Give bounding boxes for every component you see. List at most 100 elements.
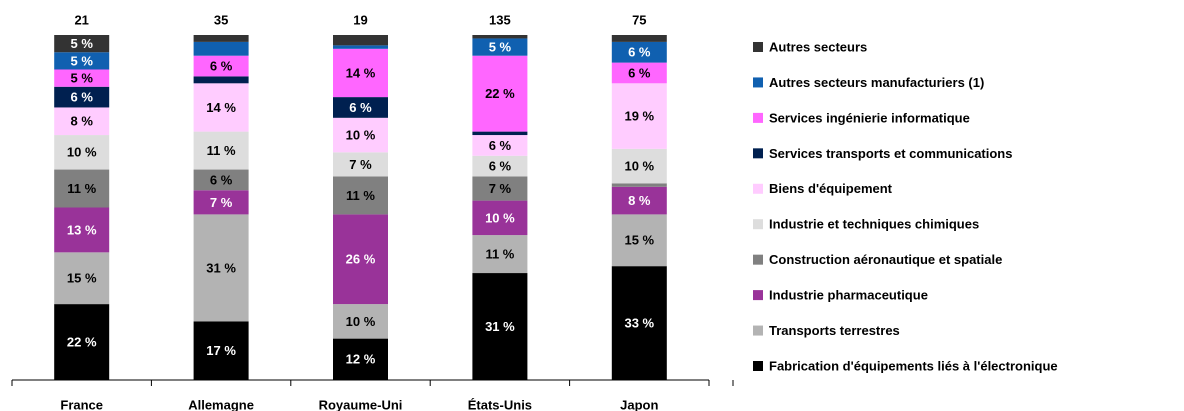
legend-label: Services ingénierie informatique	[769, 110, 970, 125]
bar-segment	[193, 76, 249, 84]
x-tick-label: Japon	[620, 397, 658, 411]
value-label: 10 %	[346, 127, 376, 142]
legend-label: Autres secteurs manufacturiers (1)	[769, 75, 984, 90]
bar-segment	[54, 252, 110, 305]
bar-segment	[54, 207, 110, 253]
x-tick-label: États-Unis	[468, 397, 532, 411]
value-label: 6 %	[349, 100, 372, 115]
bar-segment	[333, 35, 388, 46]
bar-segment	[333, 97, 388, 118]
value-label: 17 %	[206, 343, 236, 358]
legend-swatch	[753, 112, 763, 123]
value-label: 6 %	[489, 159, 512, 174]
value-label: 8 %	[628, 193, 651, 208]
bar-segment	[54, 35, 110, 53]
bar-segment	[193, 321, 249, 380]
value-label: 14 %	[206, 100, 236, 115]
bar-segment	[333, 45, 388, 49]
bar-segment	[54, 86, 110, 108]
value-label: 31 %	[485, 319, 515, 334]
total-label: 35	[214, 12, 228, 27]
legend-swatch	[753, 183, 763, 194]
legend-swatch	[753, 254, 763, 265]
bar-segment	[611, 214, 667, 267]
value-label: 6 %	[210, 172, 233, 187]
bar-segment	[193, 190, 249, 215]
value-label: 10 %	[485, 210, 515, 225]
bar-segment	[472, 38, 528, 56]
value-label: 8 %	[70, 114, 93, 129]
total-label: 19	[353, 12, 367, 27]
bar-segment	[472, 235, 528, 274]
bar-segment	[472, 55, 528, 132]
value-label: 31 %	[206, 260, 236, 275]
total-label: 135	[489, 12, 511, 27]
legend-label: Industrie et techniques chimiques	[769, 217, 979, 232]
legend-label: Fabrication d'équipements liés à l'élect…	[769, 358, 1058, 373]
bar-segment	[193, 83, 249, 132]
bar-segment	[611, 41, 667, 63]
value-label: 5 %	[489, 40, 512, 55]
value-label: 6 %	[628, 65, 651, 80]
value-label: 7 %	[349, 157, 372, 172]
value-label: 6 %	[70, 90, 93, 105]
bar-segment	[333, 152, 388, 177]
bar-segment	[333, 304, 388, 339]
value-label: 14 %	[346, 65, 376, 80]
value-label: 6 %	[489, 138, 512, 153]
legend-swatch	[753, 290, 763, 301]
x-tick-label: Allemagne	[188, 397, 254, 411]
legend-swatch	[753, 77, 763, 88]
bar-segment	[333, 48, 388, 98]
legend-label: Construction aéronautique et spatiale	[769, 252, 1002, 267]
legend-label: Autres secteurs	[769, 39, 867, 54]
bar-segment	[472, 155, 528, 177]
legend-label: Industrie pharmaceutique	[769, 288, 928, 303]
bar-segment	[611, 83, 667, 149]
bar-segment	[193, 35, 249, 42]
value-label: 10 %	[346, 314, 376, 329]
bar-segment	[54, 52, 110, 70]
bar-segment	[333, 117, 388, 153]
bar-segment	[54, 107, 110, 136]
bar-segment	[472, 176, 528, 201]
value-label: 33 %	[624, 316, 654, 331]
value-label: 7 %	[489, 181, 512, 196]
bar-segment	[611, 35, 667, 42]
bar-segment	[611, 148, 667, 184]
bar-segment	[472, 35, 528, 39]
bar-segment	[193, 131, 249, 170]
bar-segment	[472, 131, 528, 136]
legend-label: Biens d'équipement	[769, 181, 893, 196]
bar-segment	[54, 304, 110, 380]
value-label: 26 %	[346, 252, 376, 267]
value-label: 10 %	[67, 145, 97, 160]
bar-segment	[611, 266, 667, 380]
legend-swatch	[753, 219, 763, 230]
value-label: 6 %	[628, 45, 651, 60]
bar-segment	[193, 41, 249, 56]
value-label: 15 %	[67, 271, 97, 286]
value-label: 11 %	[67, 181, 96, 196]
bar-segment	[193, 55, 249, 77]
value-label: 5 %	[70, 53, 93, 68]
value-label: 7 %	[210, 195, 233, 210]
legend-swatch	[753, 361, 763, 371]
legend-swatch	[753, 325, 763, 336]
bar-segment	[472, 135, 528, 156]
bar-segment	[472, 200, 528, 236]
total-label: 21	[74, 12, 88, 27]
value-label: 10 %	[624, 159, 654, 174]
legend-swatch	[753, 148, 763, 159]
x-tick-label: Royaume-Uni	[319, 397, 403, 411]
legend-swatch	[753, 42, 763, 52]
value-label: 5 %	[70, 71, 93, 86]
bar-segment	[54, 135, 110, 170]
bar-segment	[611, 62, 667, 84]
total-label: 75	[632, 12, 646, 27]
bar-segment	[333, 338, 388, 380]
value-label: 22 %	[485, 86, 515, 101]
bar-segment	[611, 186, 667, 215]
x-tick-label: France	[60, 397, 103, 411]
